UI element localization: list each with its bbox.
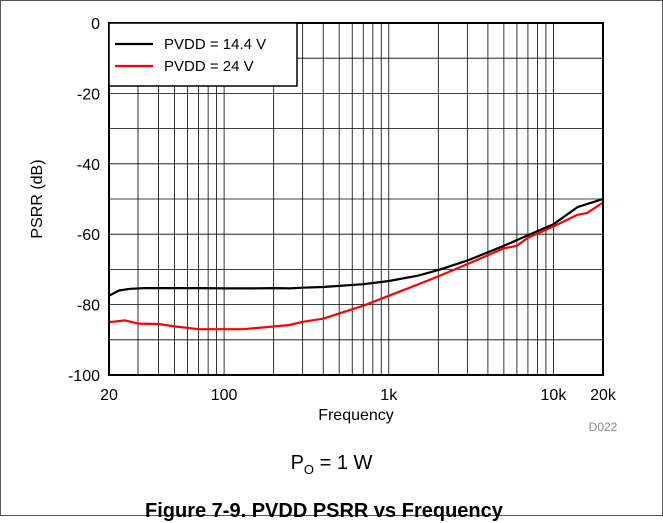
condition-label: PO = 1 W (0, 452, 663, 477)
condition-suffix: = 1 W (314, 452, 373, 474)
condition-subscript: O (303, 462, 315, 477)
legend-label-2: PVDD = 24 V (164, 58, 254, 75)
chart-id-label: D022 (589, 420, 618, 434)
legend-label-1: PVDD = 14.4 V (164, 36, 266, 53)
x-tick-label: 20 (100, 387, 118, 404)
x-tick-label: 1k (380, 387, 398, 404)
series-layer (108, 197, 604, 331)
legend: PVDD = 14.4 V PVDD = 24 V (108, 22, 298, 87)
y-tick-label: -60 (77, 227, 100, 244)
x-tick-label: 20k (590, 387, 617, 404)
series-line-1 (108, 197, 604, 297)
x-axis-label: Frequency (318, 407, 394, 424)
y-axis-label: PSRR (dB) (29, 159, 46, 238)
y-tick-label: -20 (77, 86, 100, 103)
y-tick-label: -80 (77, 298, 100, 315)
y-tick-label: -40 (77, 157, 100, 174)
grid (109, 23, 603, 375)
y-tick-label: 0 (91, 16, 100, 33)
legend-box (108, 22, 298, 87)
figure-caption: Figure 7-9. PVDD PSRR vs Frequency (145, 500, 503, 522)
x-tick-label: 100 (211, 387, 238, 404)
condition-prefix: P (290, 452, 304, 474)
series-line-2 (108, 201, 604, 331)
plot-border (108, 22, 604, 376)
y-tick-label: -100 (68, 368, 100, 385)
x-tick-label: 10k (541, 387, 568, 404)
